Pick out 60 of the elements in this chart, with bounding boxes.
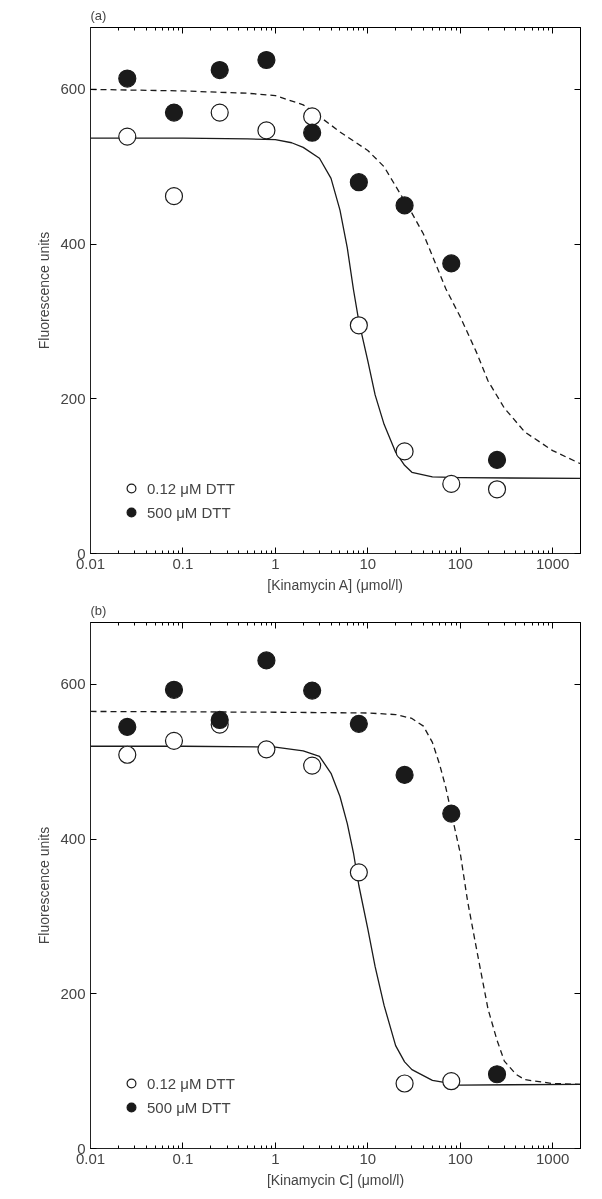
point (303, 756, 322, 775)
point (164, 187, 184, 206)
point (164, 680, 184, 699)
point (442, 474, 461, 493)
y-tick-label: 200 (60, 389, 86, 407)
legend-label: 0.12 μM DTT (147, 479, 235, 497)
point (118, 127, 137, 146)
y-tick-label: 400 (60, 235, 86, 253)
x-tick-label: 0.1 (172, 1149, 194, 1167)
x-tick-label: 10 (359, 554, 377, 572)
point (442, 254, 461, 273)
point (257, 50, 276, 70)
x-tick-label: 100 (447, 554, 473, 572)
point (487, 450, 507, 469)
x-axis-title: [Kinamycin C] (μmol/l) (266, 1171, 405, 1188)
point (349, 863, 368, 882)
point (164, 103, 184, 122)
point (395, 196, 414, 215)
legend-label: 500 μM DTT (147, 1098, 231, 1116)
y-tick-label: 600 (60, 675, 86, 693)
point (487, 480, 507, 499)
point (349, 714, 368, 733)
point (303, 681, 322, 700)
point (257, 651, 276, 670)
y-tick-label: 400 (60, 830, 86, 848)
point (395, 1074, 414, 1093)
y-axis-title: Fluorescence units (36, 826, 53, 945)
x-tick-label: 0.1 (172, 554, 194, 572)
y-tick-label: 200 (60, 984, 86, 1002)
x-tick-label: 1000 (535, 554, 570, 572)
point (210, 710, 229, 730)
point (118, 717, 137, 737)
point (164, 731, 184, 750)
point (210, 103, 229, 122)
chart-title: (b) (90, 602, 107, 618)
point (487, 1065, 507, 1084)
x-tick-label: 1000 (535, 1149, 570, 1167)
point (303, 107, 322, 126)
legend-label: 500 μM DTT (147, 503, 231, 521)
point (257, 121, 276, 140)
point (303, 123, 322, 142)
point (395, 442, 414, 461)
point (349, 316, 368, 335)
point (349, 173, 368, 192)
point (395, 765, 414, 784)
point (118, 69, 137, 88)
x-tick-label: 1 (271, 1149, 280, 1167)
point (257, 740, 276, 759)
point (210, 60, 229, 80)
x-tick-label: 1 (271, 554, 280, 572)
y-tick-label: 600 (60, 80, 86, 98)
point (442, 804, 461, 823)
chart-title: (a) (90, 7, 107, 23)
legend-label: 0.12 μM DTT (147, 1074, 235, 1092)
y-axis-title: Fluorescence units (36, 231, 53, 350)
x-tick-label: 10 (359, 1149, 377, 1167)
point (118, 745, 137, 764)
x-axis-title: [Kinamycin A] (μmol/l) (267, 576, 403, 593)
x-tick-label: 100 (447, 1149, 473, 1167)
point (442, 1072, 461, 1091)
